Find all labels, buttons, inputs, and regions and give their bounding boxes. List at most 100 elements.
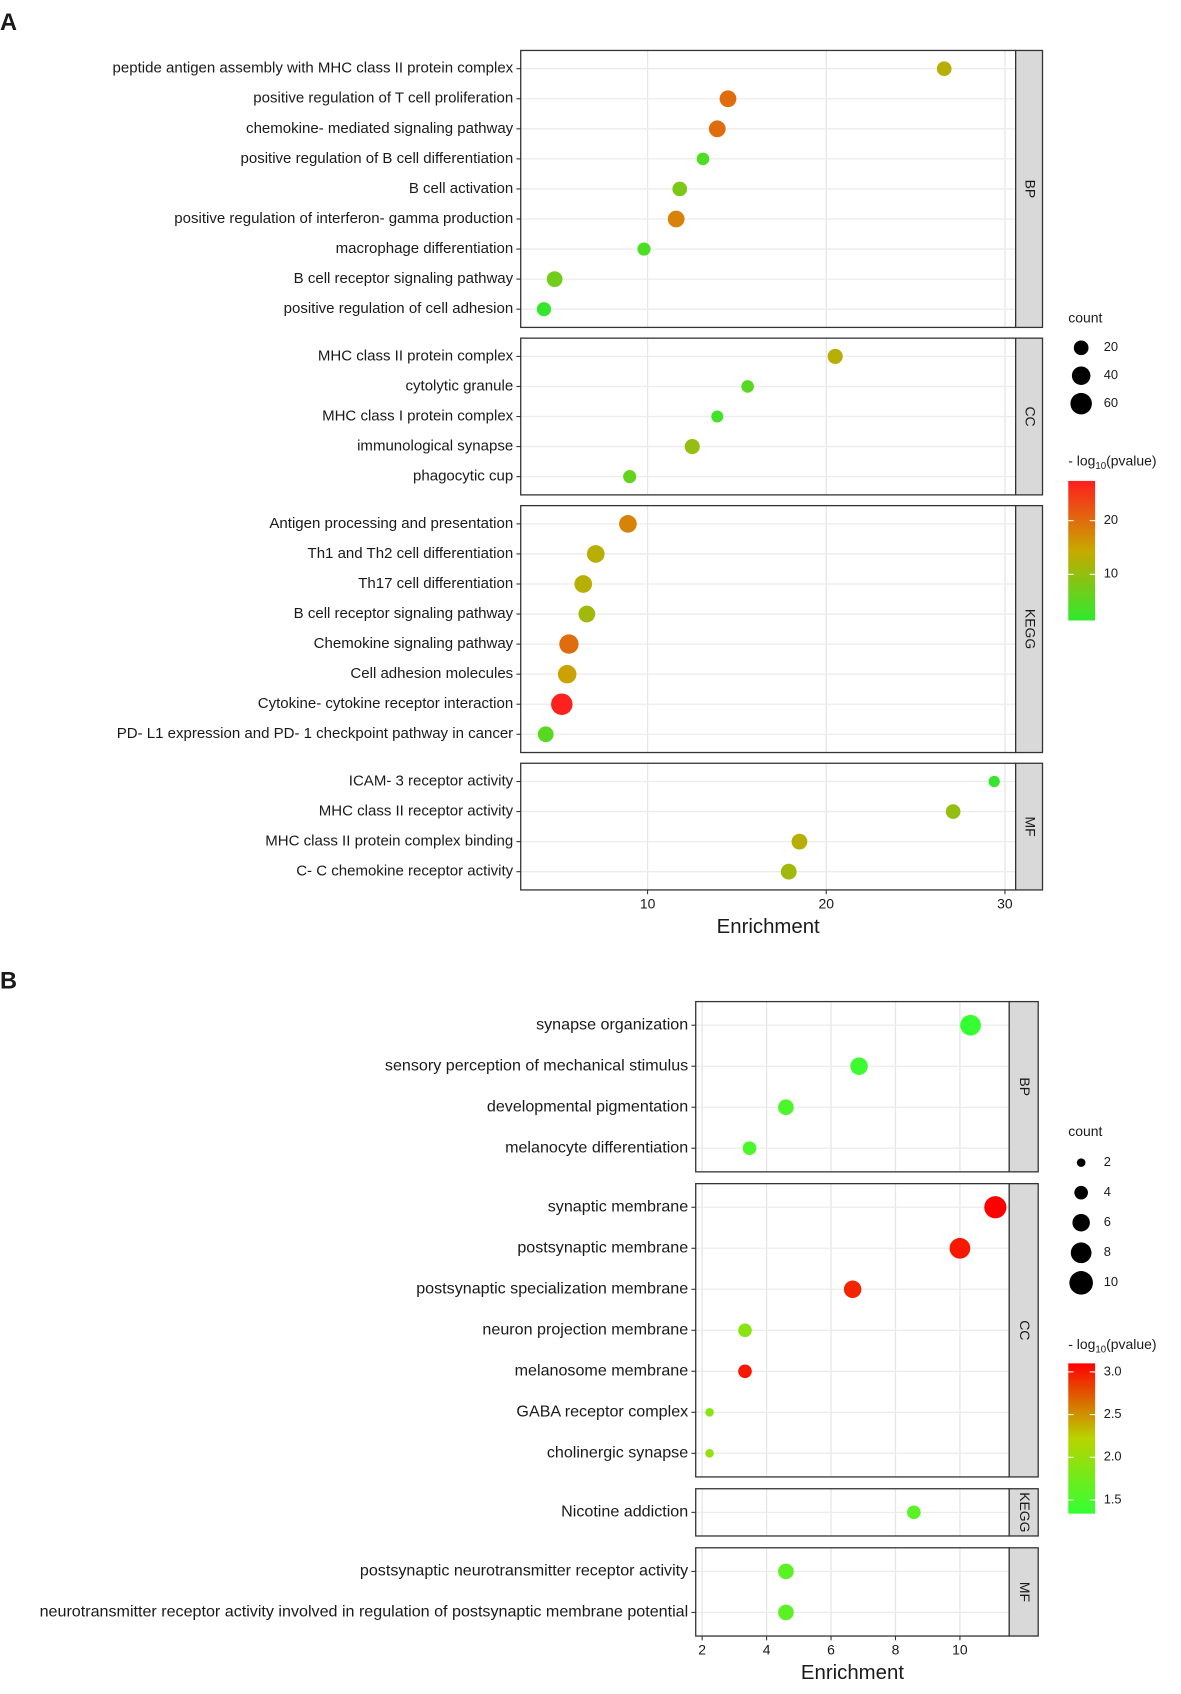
color-legend-title-part: 10 [1095,1344,1106,1355]
y-tick-label: synaptic membrane [548,1198,688,1216]
size-legend-label: 20 [1104,339,1118,354]
size-legend-label: 2 [1104,1154,1111,1169]
y-tick-label: Cell adhesion molecules [350,665,513,682]
facet-panel [520,505,1016,753]
color-legend-title: - log10(pvalue) [1068,452,1156,471]
color-legend-label: 2.5 [1104,1406,1122,1421]
x-tick-label: 10 [640,896,656,912]
dot [537,726,554,743]
size-legend-dot [1073,340,1089,356]
facet-strip [1015,49,1044,329]
dot [705,1408,714,1417]
dot [667,210,685,228]
dot [578,605,596,623]
size-legend-label: 8 [1104,1244,1111,1259]
y-tick-label: sensory perception of mechanical stimulu… [385,1056,688,1074]
y-tick-label: Cytokine- cytokine receptor interaction [258,695,513,712]
dot [780,863,797,880]
y-tick-label: B cell receptor signaling pathway [294,605,514,622]
y-tick-label: cytolytic granule [406,377,514,394]
facet-panel [520,763,1016,890]
size-legend-dot [1072,1213,1090,1232]
y-tick-label: Chemokine signaling pathway [314,635,514,652]
facet-strip [1015,762,1044,891]
color-legend-title-part: - log [1068,1336,1095,1352]
y-tick-label: macrophage differentiation [336,240,514,257]
dot [623,470,637,484]
size-legend-label: 10 [1104,1274,1118,1289]
panel-label: B [0,968,17,994]
y-tick-label: peptide antigen assembly with MHC class … [113,60,514,77]
facet-strip-label: MF [1022,817,1038,837]
y-tick-label: Antigen processing and presentation [269,515,513,532]
dot [945,804,961,819]
y-tick-label: MHC class II protein complex binding [265,833,513,850]
dot [672,181,688,197]
dot [705,1449,714,1458]
dot [827,348,843,364]
y-tick-label: positive regulation of B cell differenti… [241,150,514,167]
facet-strip-label: KEGG [1022,609,1038,649]
facet-strip [1015,337,1044,496]
y-tick-label: MHC class I protein complex [322,407,514,424]
y-tick-label: developmental pigmentation [487,1097,688,1115]
dot [551,693,573,715]
dot [791,833,808,850]
color-legend-title-part: - log [1068,452,1095,468]
dot [738,1323,752,1338]
dot [778,1604,794,1621]
color-legend-label: 1.5 [1104,1491,1122,1506]
y-tick-label: chemokine- mediated signaling pathway [246,120,514,137]
dot [778,1099,794,1116]
dot [546,271,563,288]
color-legend-title-part: 10 [1095,460,1106,471]
size-legend-title: count [1068,310,1102,326]
dot [586,545,605,563]
dot [738,1364,752,1379]
y-tick-label: B cell activation [409,180,513,197]
dot [557,664,577,684]
facet-strip-label: BP [1022,180,1038,199]
y-tick-label: neuron projection membrane [482,1321,688,1339]
x-tick-label: 8 [892,1642,900,1658]
dot [742,1141,757,1156]
y-tick-label: positive regulation of cell adhesion [284,300,514,317]
y-tick-label: GABA receptor complex [516,1403,688,1421]
size-legend-dot [1074,1185,1088,1200]
dot [936,61,952,77]
y-tick-label: melanocyte differentiation [505,1138,688,1156]
dot [684,439,700,455]
dot [696,152,710,166]
y-tick-label: Nicotine addiction [561,1503,688,1521]
color-legend-title-part: (pvalue) [1106,1336,1156,1352]
dot [559,634,579,654]
y-tick-label: ICAM- 3 receptor activity [349,772,514,789]
facet-strip-label: CC [1022,406,1038,426]
size-legend-label: 40 [1104,367,1118,382]
facet-strip [1008,1547,1039,1637]
dot [708,120,726,138]
facet-strip [1008,1183,1039,1478]
size-legend-dot [1070,1242,1092,1264]
size-legend-label: 4 [1104,1184,1111,1199]
x-tick-label: 30 [997,896,1013,912]
dot [843,1280,862,1299]
size-legend-title: count [1068,1123,1102,1139]
y-tick-label: phagocytic cup [413,468,513,485]
dot [907,1505,921,1520]
facet-strip [1015,504,1044,754]
facet-panel [695,1547,1010,1637]
y-tick-label: immunological synapse [357,438,513,455]
facet-strip-label: BP [1017,1077,1033,1096]
dot [778,1563,794,1580]
y-tick-label: neurotransmitter receptor activity invol… [40,1603,689,1621]
dot [536,302,552,317]
color-legend-label: 10 [1104,566,1118,581]
y-tick-label: positive regulation of interferon- gamma… [174,210,513,227]
dot [988,775,1000,788]
facet-strip [1008,1488,1039,1537]
x-axis-title: Enrichment [717,916,820,938]
color-bar [1068,1363,1096,1514]
y-tick-label: positive regulation of T cell proliferat… [253,90,513,107]
